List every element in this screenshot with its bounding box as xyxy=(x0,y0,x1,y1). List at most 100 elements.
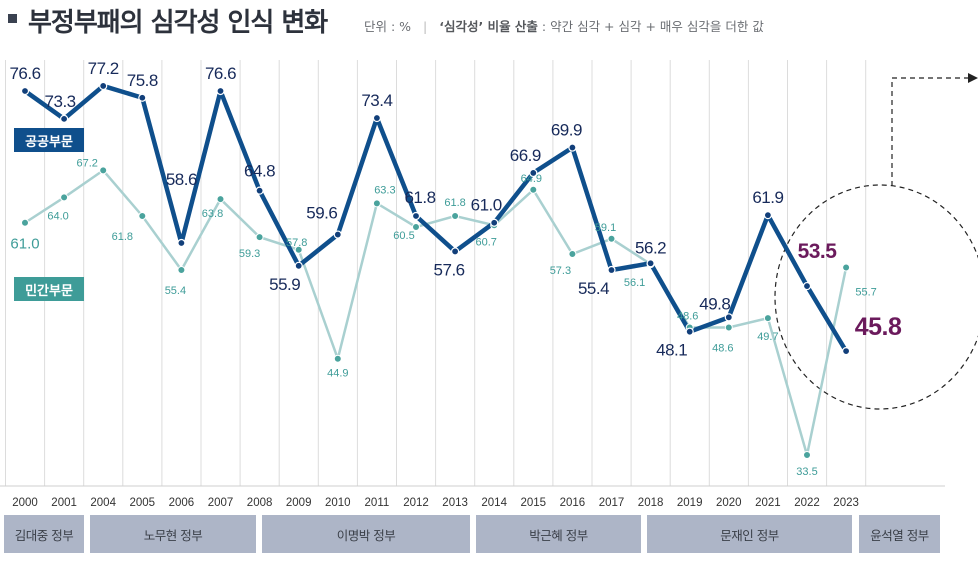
private-point xyxy=(803,450,811,459)
private-data-label: 63.3 xyxy=(374,184,395,196)
private-data-label: 44.9 xyxy=(327,368,348,380)
public-data-label: 76.6 xyxy=(205,64,236,83)
private-data-label: 57.8 xyxy=(286,237,307,249)
private-data-label: 56.1 xyxy=(624,277,645,289)
private-point xyxy=(529,185,538,194)
public-data-label: 64.8 xyxy=(244,162,275,181)
x-tick-label: 2006 xyxy=(169,497,195,509)
public-point xyxy=(724,313,733,322)
private-point xyxy=(372,199,381,208)
public-point xyxy=(294,261,303,270)
public-point xyxy=(568,143,577,152)
public-point xyxy=(802,281,812,291)
unit-label: 단위 : % xyxy=(364,19,412,34)
x-tick-label: 2016 xyxy=(560,497,586,509)
public-point xyxy=(529,168,538,178)
x-tick-label: 2021 xyxy=(755,497,781,509)
x-tick-label: 2014 xyxy=(481,497,507,509)
chart-subtitle: 단위 : % | ‘심각성’ 비율 산출 : 약간 심각 + 심각 + 매우 심… xyxy=(364,16,764,35)
gov-band-kim-daejung: 김대중 정부 xyxy=(4,515,84,553)
private-data-label: 33.5 xyxy=(796,466,817,478)
public-point xyxy=(841,347,851,356)
x-tick-label: 2005 xyxy=(130,497,156,509)
legend-private: 민간부문 xyxy=(14,277,84,301)
private-point xyxy=(60,193,69,202)
private-data-label: 49.7 xyxy=(757,331,778,343)
separator: | xyxy=(423,19,428,34)
public-point xyxy=(177,238,186,248)
gov-band-lee-myungbak: 이명박 정부 xyxy=(262,515,470,553)
public-data-label: 56.2 xyxy=(635,238,666,257)
x-tick-label: 2011 xyxy=(365,497,390,509)
private-point xyxy=(255,233,264,242)
private-point xyxy=(412,222,420,231)
private-point xyxy=(177,266,186,275)
legend-public: 공공부문 xyxy=(14,128,84,152)
public-point xyxy=(451,247,460,256)
public-data-label: 49.8 xyxy=(699,294,730,313)
private-point xyxy=(724,323,733,332)
x-tick-label: 2012 xyxy=(403,497,429,509)
private-point xyxy=(451,211,460,220)
x-tick-label: 2007 xyxy=(208,497,234,509)
x-tick-label: 2020 xyxy=(716,497,742,509)
public-data-label: 55.4 xyxy=(578,279,609,298)
x-tick-label: 2008 xyxy=(247,497,273,509)
private-data-label: 64.9 xyxy=(521,173,542,185)
private-point xyxy=(333,354,342,363)
private-data-label: 55.4 xyxy=(165,285,186,297)
x-tick-label: 2001 xyxy=(51,497,77,509)
highlight-arrow-line xyxy=(891,77,968,186)
public-point xyxy=(646,259,655,268)
private-data-label: 48.6 xyxy=(677,310,698,322)
arrow-head-icon xyxy=(968,73,978,83)
public-point xyxy=(607,265,616,275)
private-point xyxy=(216,195,225,204)
public-data-label: 61.0 xyxy=(471,196,502,215)
private-data-label: 64.0 xyxy=(47,210,68,222)
note-text: : 약간 심각 + 심각 + 매우 심각을 더한 값 xyxy=(537,19,764,34)
private-data-label: 57.3 xyxy=(550,265,571,277)
private-point xyxy=(99,166,108,175)
public-data-label: 61.9 xyxy=(752,188,783,207)
public-data-label: 77.2 xyxy=(88,59,119,78)
x-tick-label: 2009 xyxy=(286,497,312,509)
public-point xyxy=(255,186,264,195)
private-point xyxy=(607,234,616,243)
x-tick-label: 2019 xyxy=(677,497,703,509)
public-data-label: 75.8 xyxy=(127,71,158,90)
public-data-label: 66.9 xyxy=(510,146,541,165)
public-data-label: 45.8 xyxy=(855,313,902,341)
private-data-label: 48.6 xyxy=(712,342,733,354)
x-tick-label: 2004 xyxy=(90,497,116,509)
gov-band-park-geunhye: 박근혜 정부 xyxy=(476,515,641,553)
private-data-label: 61.8 xyxy=(112,231,133,243)
x-tick-label: 2022 xyxy=(794,497,820,509)
public-data-label: 61.8 xyxy=(404,188,435,207)
public-series-line xyxy=(23,83,849,353)
private-data-label: 67.2 xyxy=(76,157,97,169)
public-data-label: 76.6 xyxy=(9,64,40,83)
private-point xyxy=(763,314,772,323)
public-point xyxy=(372,113,381,123)
gov-band-moon-jaein: 문재인 정부 xyxy=(647,515,852,553)
public-point xyxy=(99,81,108,91)
public-data-label: 53.5 xyxy=(798,240,838,263)
private-point xyxy=(842,263,851,272)
private-point xyxy=(568,249,577,258)
x-tick-label: 2023 xyxy=(833,497,859,509)
chart-title: 부정부패의 심각성 인식 변화 xyxy=(28,8,328,38)
public-data-label: 73.3 xyxy=(45,92,76,111)
private-series-line xyxy=(24,168,848,456)
x-tick-label: 2010 xyxy=(325,497,351,509)
x-tick-label: 2013 xyxy=(442,497,468,509)
private-data-label: 60.7 xyxy=(475,236,496,248)
public-point xyxy=(333,230,342,239)
public-point xyxy=(216,86,225,96)
private-point xyxy=(21,218,29,227)
private-data-label: 61.8 xyxy=(444,197,465,209)
public-point xyxy=(20,86,30,96)
private-data-label: 55.7 xyxy=(855,287,876,299)
